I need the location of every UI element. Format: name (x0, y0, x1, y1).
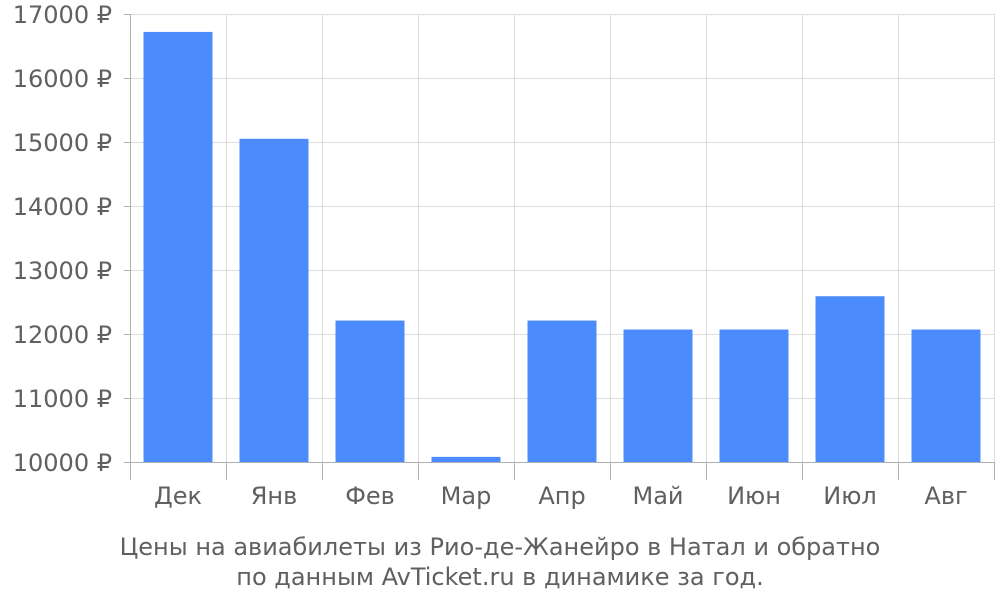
y-tick-label-1: 11000 ₽ (13, 385, 112, 413)
x-tick-label-3: Мар (441, 482, 492, 510)
x-tick-label-8: Авг (924, 482, 967, 510)
bar-Мар (431, 456, 501, 462)
x-tick-label-6: Июн (727, 482, 781, 510)
caption-line-2: по данным AvTicket.ru в динамике за год. (236, 563, 764, 591)
bar-Апр (527, 320, 597, 462)
y-tick-label-4: 14000 ₽ (13, 193, 112, 221)
caption-line-1: Цены на авиабилеты из Рио-де-Жанейро в Н… (119, 533, 881, 561)
bar-Май (623, 329, 693, 462)
bar-Июн (719, 329, 789, 462)
bars-group (143, 31, 981, 463)
chart-caption: Цены на авиабилеты из Рио-де-Жанейро в Н… (0, 532, 1000, 592)
bar-Авг (911, 329, 981, 462)
x-tick-label-0: Дек (154, 482, 202, 510)
price-bar-chart: 10000 ₽ 11000 ₽ 12000 ₽ 13000 ₽ 14000 ₽ 15000… (13, 1, 995, 510)
bar-Дек (143, 31, 213, 462)
y-axis-ticks: 10000 ₽ 11000 ₽ 12000 ₽ 13000 ₽ 14000 ₽ 15000… (13, 1, 130, 477)
bar-Фев (335, 320, 405, 462)
y-tick-label-2: 12000 ₽ (13, 321, 112, 349)
x-axis-ticks: Дек Янв Фев Мар Апр Май Июн Июл Авг (154, 482, 968, 510)
x-tick-label-5: Май (632, 482, 683, 510)
y-tick-label-6: 16000 ₽ (13, 65, 112, 93)
bar-Янв (239, 138, 309, 463)
axes (130, 14, 995, 480)
y-tick-label-3: 13000 ₽ (13, 257, 112, 285)
bar-Июл (815, 296, 885, 462)
x-tick-label-1: Янв (251, 482, 298, 510)
y-tick-label-7: 17000 ₽ (13, 1, 112, 29)
x-tick-label-4: Апр (538, 482, 585, 510)
y-tick-label-5: 15000 ₽ (13, 129, 112, 157)
y-tick-label-0: 10000 ₽ (13, 449, 112, 477)
x-tick-label-2: Фев (345, 482, 395, 510)
x-tick-label-7: Июл (823, 482, 877, 510)
